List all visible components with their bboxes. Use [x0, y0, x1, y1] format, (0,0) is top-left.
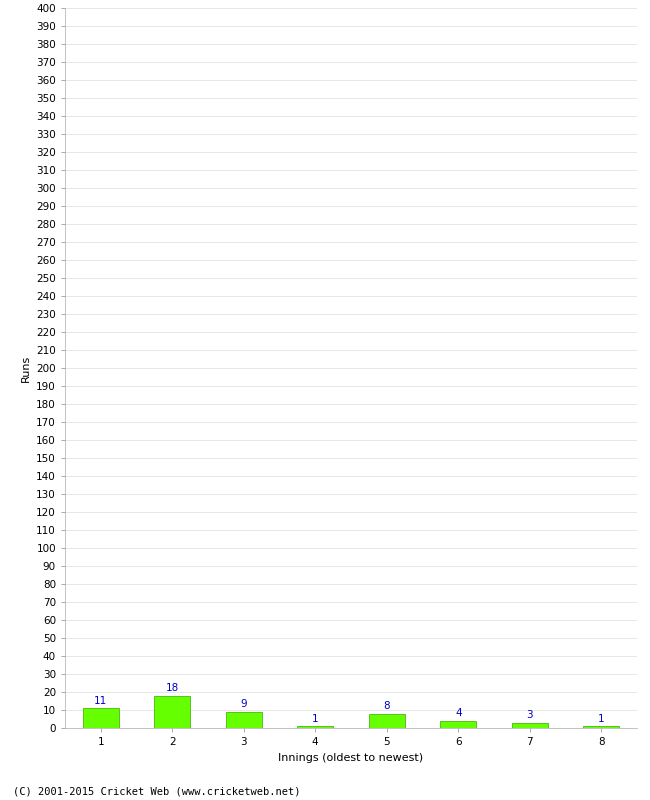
Text: 8: 8 — [384, 701, 390, 711]
Bar — [155, 696, 190, 728]
Text: 11: 11 — [94, 695, 107, 706]
Text: 18: 18 — [166, 683, 179, 693]
Text: 3: 3 — [526, 710, 533, 720]
Bar — [369, 714, 404, 728]
Text: 4: 4 — [455, 708, 461, 718]
Text: 1: 1 — [598, 714, 604, 723]
Bar — [83, 708, 118, 728]
Bar — [512, 722, 547, 728]
Bar — [584, 726, 619, 728]
Text: 9: 9 — [240, 699, 247, 709]
Bar — [226, 712, 261, 728]
Y-axis label: Runs: Runs — [21, 354, 31, 382]
X-axis label: Innings (oldest to newest): Innings (oldest to newest) — [278, 753, 424, 762]
Bar — [298, 726, 333, 728]
Bar — [441, 721, 476, 728]
Text: (C) 2001-2015 Cricket Web (www.cricketweb.net): (C) 2001-2015 Cricket Web (www.cricketwe… — [13, 786, 300, 796]
Text: 1: 1 — [312, 714, 318, 723]
